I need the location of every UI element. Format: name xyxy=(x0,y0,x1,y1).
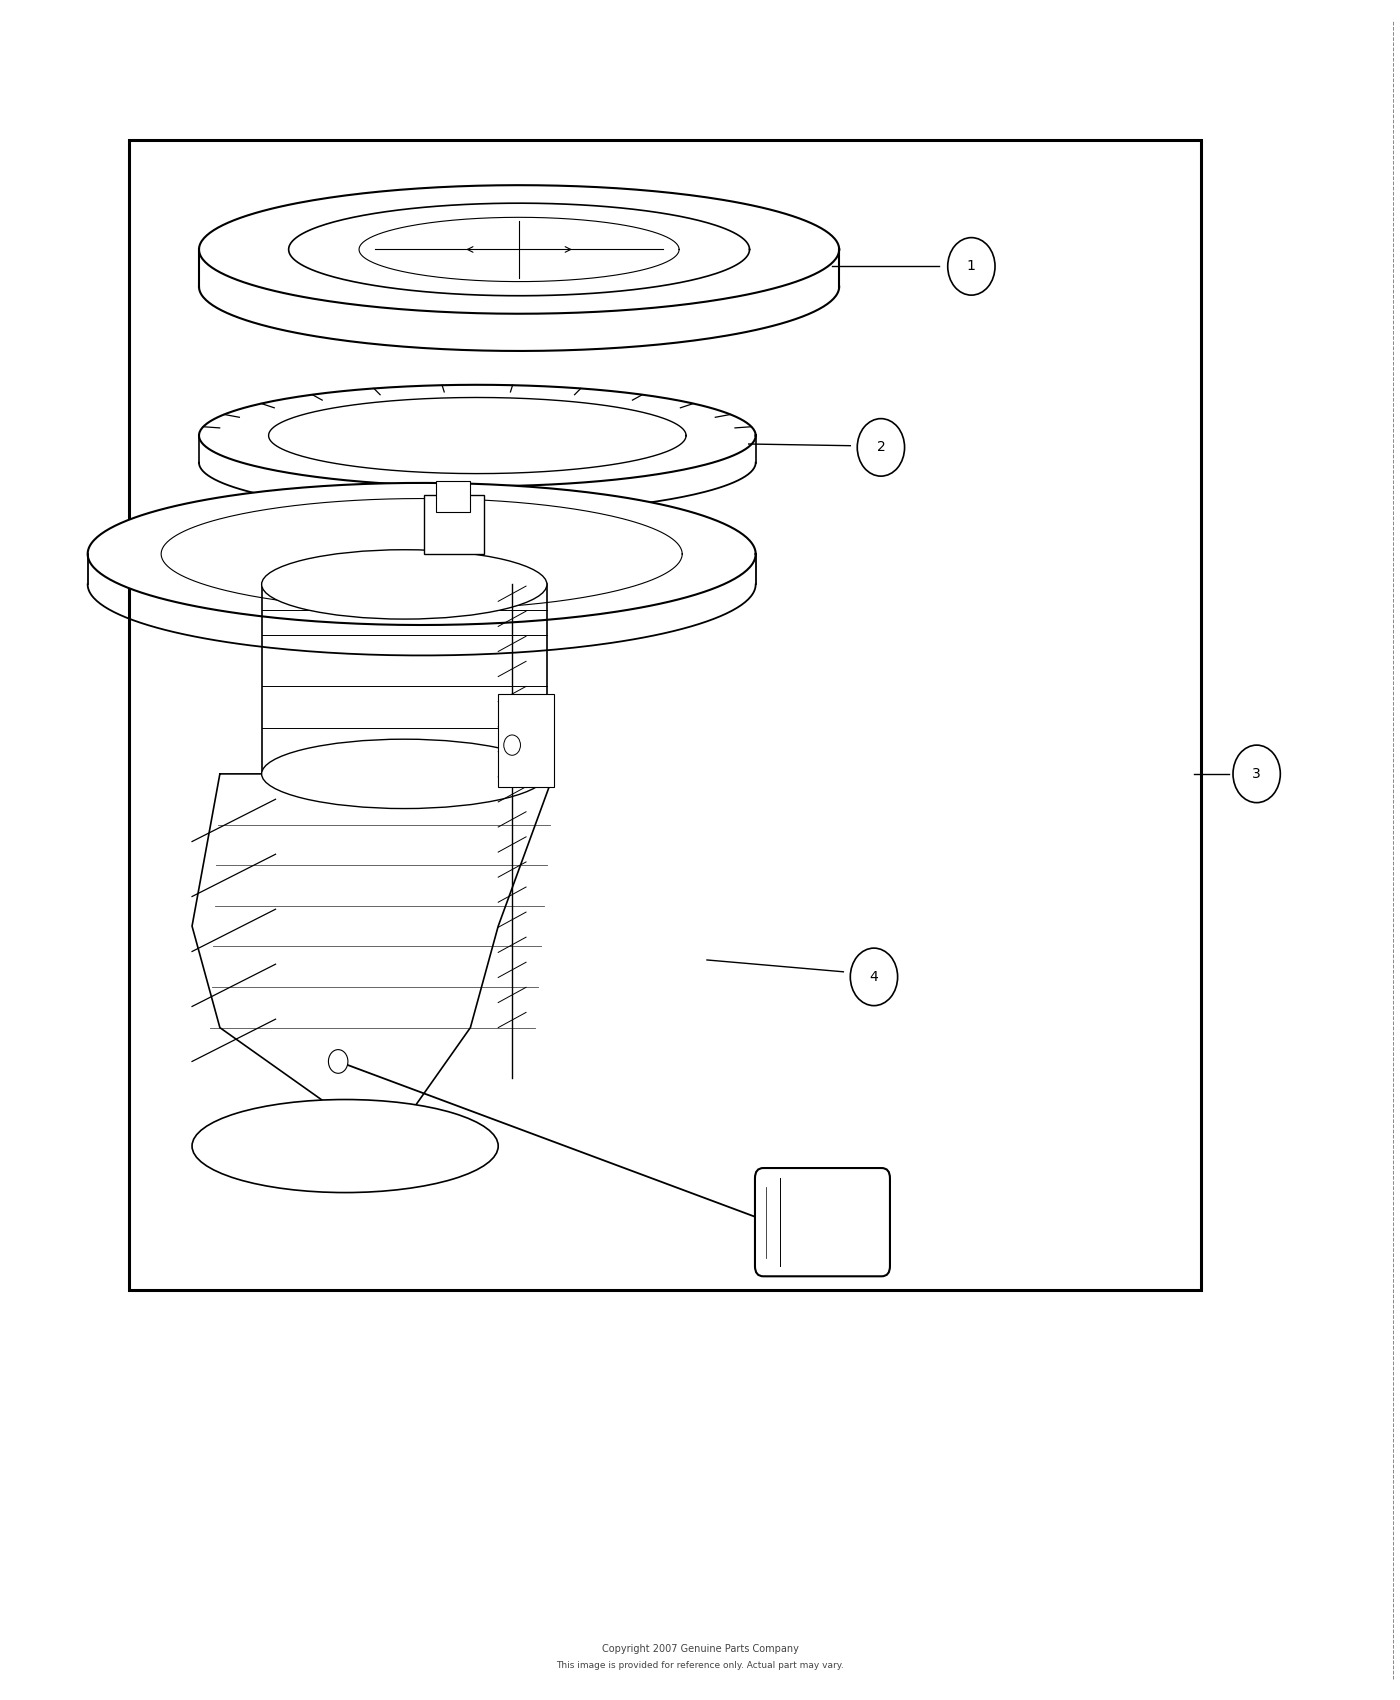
FancyBboxPatch shape xyxy=(755,1168,890,1277)
Circle shape xyxy=(329,1049,349,1073)
Ellipse shape xyxy=(262,740,547,809)
Bar xyxy=(435,481,470,512)
Bar xyxy=(129,139,1201,1290)
Polygon shape xyxy=(199,384,756,486)
Text: Copyright 2007 Genuine Parts Company: Copyright 2007 Genuine Parts Company xyxy=(602,1644,798,1654)
Polygon shape xyxy=(262,585,547,774)
Bar xyxy=(498,694,554,787)
Text: This image is provided for reference only. Actual part may vary.: This image is provided for reference onl… xyxy=(556,1661,844,1671)
Text: 4: 4 xyxy=(869,971,878,984)
Polygon shape xyxy=(424,495,484,554)
Circle shape xyxy=(1233,745,1281,802)
Circle shape xyxy=(504,734,521,755)
Text: 1: 1 xyxy=(967,260,976,274)
Polygon shape xyxy=(269,398,686,474)
Polygon shape xyxy=(288,204,749,296)
Circle shape xyxy=(850,949,897,1006)
Text: 2: 2 xyxy=(876,440,885,454)
Polygon shape xyxy=(199,185,839,314)
Polygon shape xyxy=(192,774,554,1146)
Polygon shape xyxy=(88,483,756,626)
Circle shape xyxy=(857,418,904,476)
Text: 3: 3 xyxy=(1252,767,1261,780)
Ellipse shape xyxy=(262,549,547,619)
Ellipse shape xyxy=(192,1100,498,1193)
Circle shape xyxy=(948,238,995,296)
